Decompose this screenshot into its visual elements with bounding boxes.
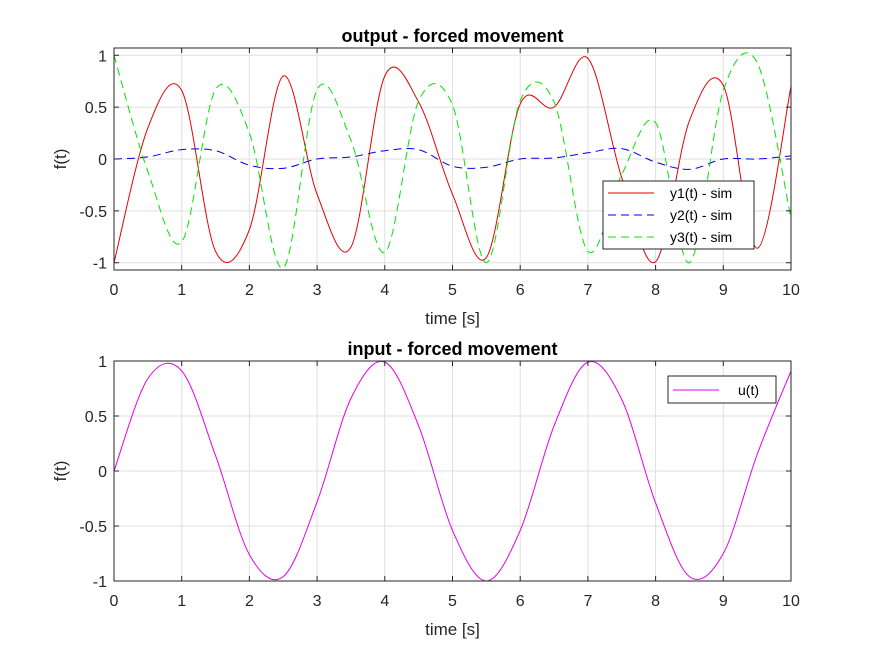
output-y-tick-labels: -1 -0.5 0 0.5 1 (79, 48, 107, 272)
input-x-tick-labels: 0 1 2 3 4 5 6 7 8 9 10 (110, 593, 800, 610)
series-line-u (113, 360, 792, 582)
y-tick-label: -1 (93, 256, 107, 273)
input-x-axis-label: time [s] (425, 620, 480, 639)
x-tick-label: 5 (448, 593, 457, 610)
x-tick-label: 9 (719, 282, 728, 299)
x-tick-label: 4 (380, 593, 389, 610)
x-tick-label: 8 (651, 593, 660, 610)
series-line-y1 (113, 56, 792, 264)
output-tick-marks (113, 48, 792, 270)
x-tick-label: 0 (110, 593, 119, 610)
input-legend: u(t) (667, 375, 777, 404)
x-tick-label: 1 (177, 282, 186, 299)
y-tick-label: -0.5 (79, 204, 107, 221)
x-tick-label: 10 (782, 282, 800, 299)
output-series-group (113, 52, 792, 269)
x-tick-label: 3 (313, 282, 322, 299)
series-line-y3 (113, 52, 792, 269)
output-legend: y1(t) - sim y2(t) - sim y3(t) - sim (602, 180, 755, 250)
x-tick-label: 9 (719, 593, 728, 610)
y-tick-label: 0.5 (85, 409, 107, 426)
input-subplot: 0 1 2 3 4 5 6 7 8 9 10 -1 -0.5 0 0.5 1 input - forced … (51, 339, 800, 639)
legend-label-u: u(t) (738, 382, 759, 398)
input-tick-marks (113, 360, 792, 582)
output-x-axis-label: time [s] (425, 309, 480, 328)
legend-label-y3: y3(t) - sim (670, 229, 732, 245)
y-tick-label: 0 (98, 152, 107, 169)
y-tick-label: 1 (98, 48, 107, 65)
x-tick-label: 5 (448, 282, 457, 299)
output-subplot: 0 1 2 3 4 5 6 7 8 9 10 -1 -0.5 0 0.5 1 output - forced… (51, 26, 800, 328)
legend-label-y2: y2(t) - sim (670, 207, 732, 223)
x-tick-label: 2 (245, 593, 254, 610)
input-y-axis-label: f(t) (51, 461, 70, 482)
legend-label-y1: y1(t) - sim (670, 185, 732, 201)
input-series-group (113, 360, 792, 582)
output-x-tick-labels: 0 1 2 3 4 5 6 7 8 9 10 (110, 282, 800, 299)
x-tick-label: 2 (245, 282, 254, 299)
x-tick-label: 7 (583, 593, 592, 610)
x-tick-label: 8 (651, 282, 660, 299)
x-tick-label: 7 (583, 282, 592, 299)
y-tick-label: -0.5 (79, 519, 107, 536)
y-tick-label: 1 (98, 354, 107, 371)
input-chart-title: input - forced movement (347, 339, 557, 359)
x-tick-label: 10 (782, 593, 800, 610)
output-y-axis-label: f(t) (51, 149, 70, 170)
output-chart-title: output - forced movement (341, 26, 563, 46)
x-tick-label: 0 (110, 282, 119, 299)
x-tick-label: 4 (380, 282, 389, 299)
x-tick-label: 6 (516, 282, 525, 299)
input-y-tick-labels: -1 -0.5 0 0.5 1 (79, 354, 107, 591)
x-tick-label: 6 (516, 593, 525, 610)
y-tick-label: 0 (98, 464, 107, 481)
x-tick-label: 1 (177, 593, 186, 610)
y-tick-label: 0.5 (85, 100, 107, 117)
y-tick-label: -1 (93, 574, 107, 591)
x-tick-label: 3 (313, 593, 322, 610)
